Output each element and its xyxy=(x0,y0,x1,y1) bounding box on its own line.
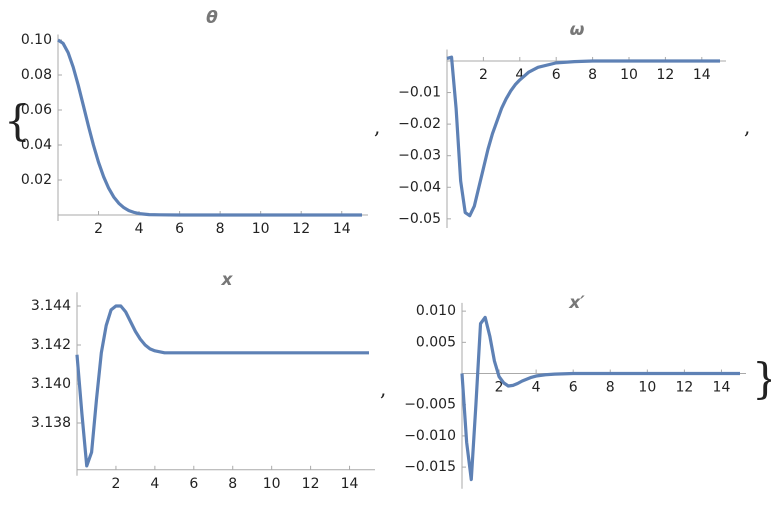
y-tick-label: 0.10 xyxy=(21,32,52,48)
x-tick-label: 12 xyxy=(675,380,693,396)
data-line xyxy=(446,55,720,218)
x-tick-label: 10 xyxy=(620,67,638,83)
x-tick-label: 6 xyxy=(189,476,198,492)
x-tick-label: 10 xyxy=(638,380,656,396)
y-tick-label: −0.05 xyxy=(398,211,441,227)
y-tick-label: −0.005 xyxy=(404,397,456,413)
chart-title: θ xyxy=(206,8,218,28)
close-brace: } xyxy=(752,354,771,403)
y-tick-label: 0.005 xyxy=(416,334,456,350)
y-tick-label: 0.06 xyxy=(21,102,52,118)
y-tick-label: 0.08 xyxy=(21,67,52,83)
x-tick-label: 2 xyxy=(479,67,488,83)
y-tick-label: −0.015 xyxy=(404,459,456,475)
y-tick-label: 3.142 xyxy=(31,337,71,353)
x-tick-label: 2 xyxy=(111,476,120,492)
x-tick-label: 2 xyxy=(94,221,103,237)
x-tick-label: 10 xyxy=(252,221,270,237)
y-tick-label: −0.04 xyxy=(398,179,441,195)
y-tick-label: −0.02 xyxy=(398,116,441,132)
y-tick-label: −0.01 xyxy=(398,85,441,101)
chart-title: x xyxy=(221,270,234,290)
x-tick-label: 4 xyxy=(532,380,541,396)
y-tick-label: 3.144 xyxy=(31,298,71,314)
separator: , xyxy=(744,115,750,139)
y-tick-label: 3.140 xyxy=(31,376,71,392)
x-tick-label: 14 xyxy=(713,380,731,396)
x-tick-label: 12 xyxy=(656,67,674,83)
x-tick-label: 8 xyxy=(216,221,225,237)
y-tick-label: 0.04 xyxy=(21,137,52,153)
separator: , xyxy=(374,115,380,139)
chart-title: ω xyxy=(570,20,585,40)
x-tick-label: 8 xyxy=(228,476,237,492)
x-tick-label: 12 xyxy=(292,221,310,237)
y-tick-label: 0.010 xyxy=(416,303,456,319)
x-tick-label: 4 xyxy=(135,221,144,237)
y-tick-label: 3.138 xyxy=(31,415,71,431)
x-tick-label: 6 xyxy=(552,67,561,83)
x-tick-label: 12 xyxy=(302,476,320,492)
x-tick-label: 4 xyxy=(515,67,524,83)
x-tick-label: 6 xyxy=(175,221,184,237)
x-tick-label: 14 xyxy=(341,476,359,492)
data-line xyxy=(57,38,362,217)
open-brace: { xyxy=(4,96,31,145)
y-tick-label: −0.03 xyxy=(398,148,441,164)
chart-title: x′ xyxy=(568,293,585,313)
x-tick-label: 14 xyxy=(693,67,711,83)
data-line xyxy=(75,304,369,468)
separator: , xyxy=(380,377,386,401)
x-tick-label: 8 xyxy=(606,380,615,396)
x-tick-label: 2 xyxy=(495,380,504,396)
x-tick-label: 4 xyxy=(150,476,159,492)
x-tick-label: 14 xyxy=(333,221,351,237)
y-tick-label: 0.02 xyxy=(21,172,52,188)
x-tick-label: 6 xyxy=(569,380,578,396)
data-line xyxy=(460,315,740,482)
x-tick-label: 10 xyxy=(263,476,281,492)
x-tick-label: 8 xyxy=(588,67,597,83)
y-tick-label: −0.010 xyxy=(404,428,456,444)
